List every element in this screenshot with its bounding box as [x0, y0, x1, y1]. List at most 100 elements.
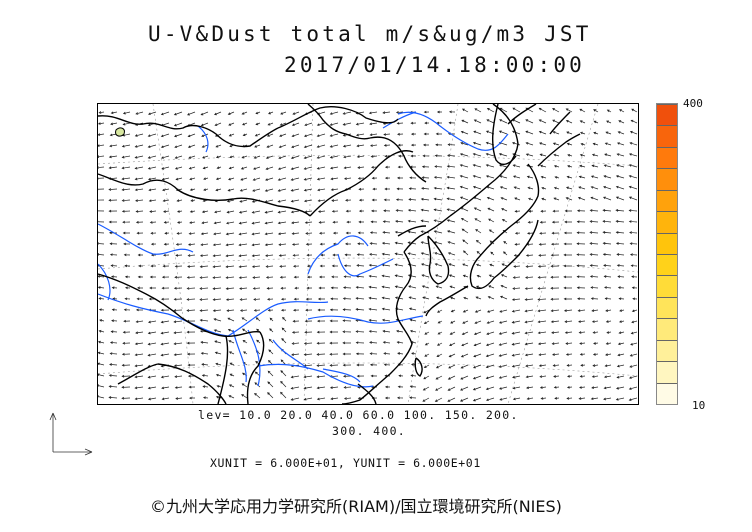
wind-vector-arrow	[163, 210, 170, 213]
wind-vector-arrow	[306, 253, 313, 257]
wind-vector-arrow	[160, 144, 170, 149]
wind-vector-arrow	[148, 177, 157, 181]
wind-vector-arrow	[397, 385, 404, 389]
wind-vector-arrow	[291, 243, 300, 246]
wind-vector-arrow	[123, 253, 131, 257]
wind-vector-arrow	[279, 264, 287, 268]
wind-vector-arrow	[331, 275, 339, 279]
wind-vector-arrow	[226, 221, 235, 225]
wind-vector-arrow	[503, 241, 508, 245]
wind-vector-arrow	[188, 166, 196, 170]
wind-vector-arrow	[488, 285, 495, 289]
wind-vector-arrow	[201, 363, 209, 366]
wind-vector-arrow	[565, 197, 573, 201]
wind-vector-arrow	[228, 395, 235, 399]
wind-vector-arrow	[173, 286, 183, 290]
wind-vector-arrow	[303, 199, 313, 203]
wind-vector-arrow	[253, 309, 261, 312]
wind-vector-arrow	[435, 132, 443, 136]
wind-vector-arrow	[189, 396, 196, 400]
legend-color-band	[657, 318, 677, 340]
wind-vector-arrow	[433, 219, 443, 223]
wind-vector-arrow	[396, 187, 404, 191]
wind-vector-arrow	[149, 220, 157, 224]
wind-vector-arrow	[98, 373, 105, 377]
wind-vector-arrow	[186, 309, 196, 312]
wind-vector-arrow	[329, 133, 339, 137]
wind-vector-arrow	[294, 286, 300, 290]
wind-vector-arrow	[410, 132, 417, 136]
wind-vector-arrow	[423, 309, 430, 314]
wind-vector-arrow	[593, 109, 599, 113]
wind-vector-arrow	[134, 353, 144, 357]
wind-vector-arrow	[317, 319, 326, 323]
wind-vector-arrow	[121, 166, 131, 170]
wind-vector-arrow	[227, 317, 235, 322]
wind-vector-arrow	[589, 220, 599, 223]
wind-vector-arrow	[566, 175, 573, 179]
wind-vector-arrow	[576, 253, 586, 257]
wind-vector-arrow	[174, 375, 183, 378]
wind-vector-arrow	[174, 386, 183, 389]
wind-vector-arrow	[603, 386, 612, 390]
wind-vector-arrow	[161, 177, 170, 181]
wind-vector-arrow	[332, 220, 339, 224]
wind-vector-arrow	[421, 285, 430, 289]
wind-vector-arrow	[329, 341, 339, 345]
wind-vector-arrow	[255, 122, 261, 126]
wind-vector-arrow	[421, 176, 430, 179]
wind-vector-arrow	[512, 397, 521, 401]
wind-vector-arrow	[512, 175, 521, 179]
wind-vector-arrow	[488, 274, 495, 278]
wind-vector-arrow	[485, 397, 495, 402]
wind-vector-arrow	[459, 174, 469, 179]
wind-vector-arrow	[108, 385, 118, 388]
wind-vector-arrow	[199, 309, 209, 312]
wind-vector-arrow	[511, 309, 521, 313]
wind-vector-arrow	[292, 253, 300, 257]
wind-vector-arrow	[239, 188, 248, 192]
wind-vector-arrow	[98, 231, 105, 234]
wind-vector-arrow	[447, 230, 456, 234]
wind-vector-arrow	[174, 264, 183, 268]
wind-vector-arrow	[408, 296, 417, 300]
wind-vector-arrow	[124, 275, 131, 279]
wind-vector-arrow	[147, 155, 157, 159]
wind-vector-arrow	[617, 286, 625, 289]
wind-vector-arrow	[460, 386, 469, 391]
wind-vector-arrow	[616, 375, 625, 379]
wind-vector-arrow	[98, 384, 105, 388]
wind-vector-arrow	[161, 286, 170, 290]
wind-vector-arrow	[448, 353, 456, 358]
wind-vector-arrow	[567, 374, 573, 378]
wind-vector-arrow	[202, 396, 209, 400]
wind-vector-arrow	[472, 174, 482, 179]
wind-vector-arrow	[122, 231, 131, 235]
wind-vector-arrow	[564, 209, 573, 213]
wind-vector-arrow	[342, 122, 352, 126]
wind-vector-arrow	[487, 296, 495, 300]
legend-color-band	[657, 125, 677, 147]
wind-vector-arrow	[474, 309, 482, 313]
wind-vector-arrow	[462, 239, 469, 245]
wind-vector-arrow	[433, 186, 443, 190]
wind-vector-arrow	[346, 220, 352, 224]
wind-vector-arrow	[342, 111, 352, 115]
wind-vector-arrow	[134, 133, 144, 137]
wind-vector-arrow	[606, 120, 612, 124]
wind-vector-arrow	[357, 231, 365, 235]
wind-vector-arrow	[212, 309, 222, 312]
wind-vector-arrow	[252, 188, 261, 192]
wind-vector-arrow	[436, 353, 443, 357]
wind-vector-arrow	[368, 330, 378, 333]
wind-vector-arrow	[330, 188, 339, 192]
wind-vector-arrow	[397, 396, 404, 400]
wind-vector-arrow	[475, 239, 482, 245]
wind-vector-arrow	[98, 188, 105, 191]
wind-vector-arrow	[356, 253, 365, 256]
wind-vector-arrow	[485, 342, 495, 347]
wind-vector-arrow	[433, 241, 443, 245]
wind-vector-arrow	[498, 375, 508, 379]
wind-vector-arrow	[514, 197, 521, 201]
wind-vector-arrow	[382, 111, 391, 114]
